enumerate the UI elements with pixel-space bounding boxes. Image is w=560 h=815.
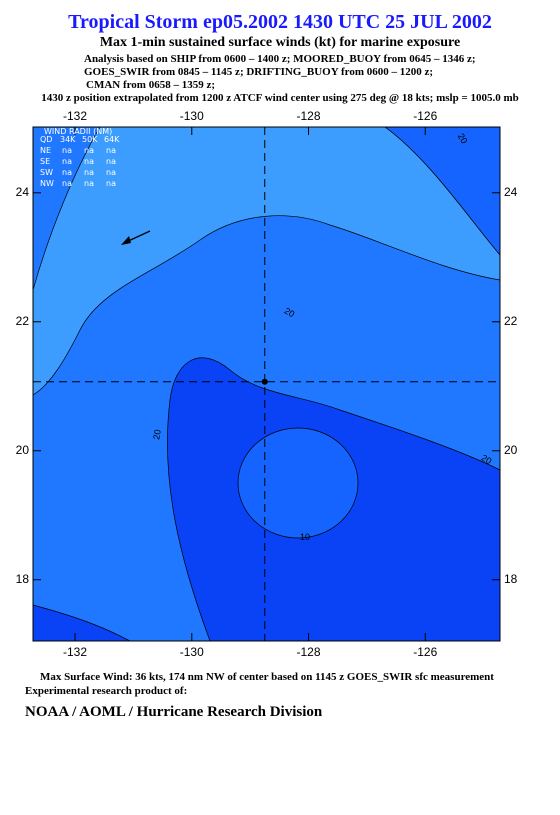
subtitle: Max 1-min sustained surface winds (kt) f… [100, 35, 460, 50]
wind-radii-cell: NE [40, 146, 51, 155]
wind-arrow-head [121, 236, 131, 245]
y-tick-label: 22 [504, 314, 518, 328]
wind-radii-cell: na [84, 179, 94, 188]
contour-label: 20 [151, 429, 163, 441]
wind-radii-header: 64K [104, 135, 120, 144]
y-tick-label: 24 [504, 185, 518, 199]
y-tick-label: 24 [16, 185, 30, 199]
note: CMAN from 0658 – 1359 z; [86, 79, 215, 91]
wind-radii-cell: na [106, 157, 116, 166]
x-tick-label: -130 [180, 645, 204, 659]
x-tick-label: -132 [63, 645, 87, 659]
storm-center [261, 378, 268, 385]
x-tick-label: -126 [413, 645, 437, 659]
y-tick-label: 20 [504, 443, 518, 457]
wind-radii-cell: na [106, 146, 116, 155]
y-tick-label: 20 [16, 443, 30, 457]
contour-label: 20 [456, 132, 470, 146]
note: GOES_SWIR from 0845 – 1145 z; DRIFTING_B… [84, 66, 433, 78]
y-tick-label: 18 [16, 572, 30, 586]
wind-radii-cell: na [62, 168, 72, 177]
wind-radii-cell: na [106, 168, 116, 177]
x-tick-label: -126 [413, 109, 437, 123]
x-tick-label: -130 [180, 109, 204, 123]
contour-fills [32, 126, 501, 642]
footer: Max Surface Wind: 36 kts, 174 nm NW of c… [40, 671, 494, 683]
plot: -132 -132 -130 -130 -128 -128 -126 -126 18 18 20 20… [16, 109, 518, 659]
wind-radii-cell: na [62, 146, 72, 155]
x-tick-label: -128 [297, 645, 321, 659]
contour-label: 20 [480, 453, 494, 467]
wind-radii-header: 50K [82, 135, 98, 144]
y-tick-label: 22 [16, 314, 30, 328]
wind-radii-cell: SE [40, 157, 50, 166]
footer: Experimental research product of: [25, 685, 187, 697]
wind-radii-header: QD [40, 135, 52, 144]
title: Tropical Storm ep05.2002 1430 UTC 25 JUL… [68, 11, 492, 33]
note: Analysis based on SHIP from 0600 – 1400 … [84, 53, 476, 65]
contour-label: 10 [300, 532, 310, 542]
wind-radii-cell: na [84, 146, 94, 155]
x-tick-label: -132 [63, 109, 87, 123]
contour-label: 20 [283, 306, 297, 320]
fill [237, 427, 359, 539]
note: 1430 z position extrapolated from 1200 z… [41, 92, 519, 104]
wind-radii-cell: na [84, 168, 94, 177]
wind-radii-cell: na [62, 179, 72, 188]
wind-radii-cell: NW [40, 179, 54, 188]
wind-radii-cell: na [84, 157, 94, 166]
footer: NOAA / AOML / Hurricane Research Divisio… [25, 704, 323, 720]
wind-radii-cell: na [62, 157, 72, 166]
wind-radii-cell: SW [40, 168, 53, 177]
wind-radii-cell: na [106, 179, 116, 188]
y-tick-label: 18 [504, 572, 518, 586]
frame [32, 126, 501, 642]
wind-radii-title: WIND RADII (NM) [44, 127, 112, 136]
x-tick-label: -128 [297, 109, 321, 123]
wind-radii-header: 34K [60, 135, 76, 144]
